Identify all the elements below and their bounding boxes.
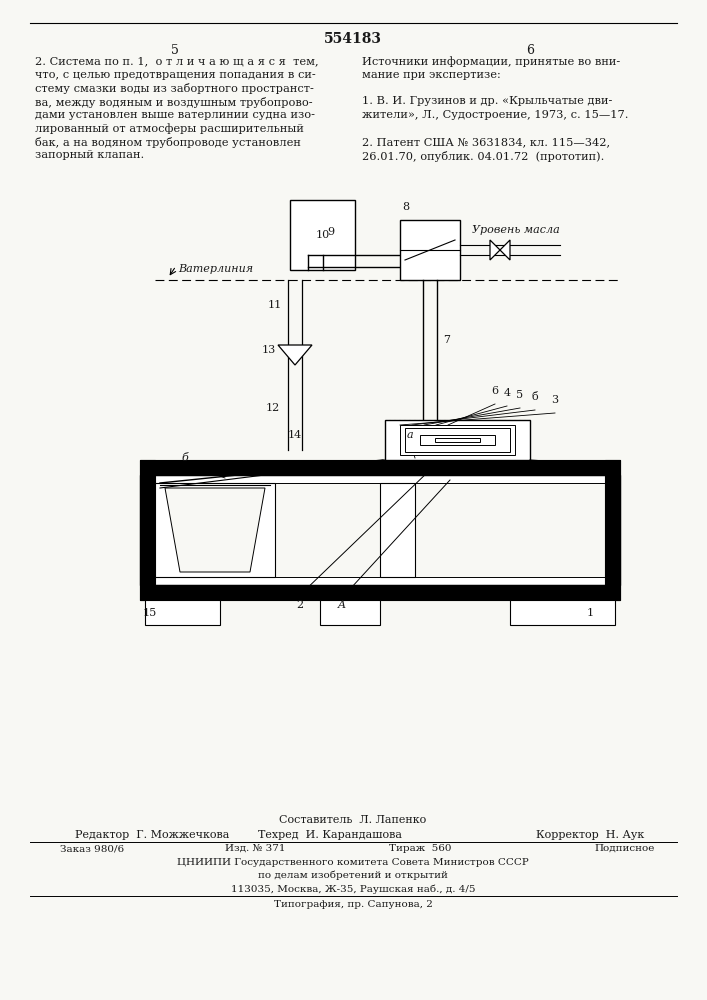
Bar	[320, 600, 380, 625]
Text: Составитель  Л. Лапенко: Составитель Л. Лапенко	[279, 815, 426, 825]
Text: Корректор  Н. Аук: Корректор Н. Аук	[536, 830, 644, 840]
Text: 5: 5	[516, 390, 524, 400]
Text: бак, а на водяном трубопроводе установлен: бак, а на водяном трубопроводе установле…	[35, 137, 301, 148]
Text: Изд. № 371: Изд. № 371	[225, 844, 285, 853]
Text: 12: 12	[266, 403, 280, 413]
Bar	[155, 483, 605, 577]
Text: 5: 5	[171, 44, 179, 57]
Text: Подписное: Подписное	[595, 844, 655, 853]
Text: 7: 7	[443, 335, 450, 345]
Bar	[510, 600, 615, 625]
Text: б: б	[182, 453, 188, 463]
Bar	[400, 425, 515, 455]
Text: Техред  И. Карандашова: Техред И. Карандашова	[258, 830, 402, 840]
Bar	[435, 438, 480, 442]
Text: Источники информации, принятые во вни-: Источники информации, принятые во вни-	[362, 56, 620, 67]
Text: 3: 3	[551, 395, 559, 405]
Text: Редактор  Г. Можжечкова: Редактор Г. Можжечкова	[75, 830, 229, 840]
Text: мание при экспертизе:: мание при экспертизе:	[362, 70, 501, 80]
Text: жители», Л., Судостроение, 1973, с. 15—17.: жители», Л., Судостроение, 1973, с. 15—1…	[362, 110, 629, 120]
Text: 15: 15	[143, 608, 157, 618]
Text: ва, между водяным и воздушным трубопрово-: ва, между водяным и воздушным трубопрово…	[35, 97, 312, 107]
Bar	[380, 483, 415, 577]
Text: стему смазки воды из забортного пространст-: стему смазки воды из забортного простран…	[35, 83, 314, 94]
Text: 6: 6	[491, 386, 498, 396]
Text: Заказ 980/6: Заказ 980/6	[60, 844, 124, 853]
Bar	[155, 483, 275, 577]
Bar	[140, 585, 620, 600]
Bar	[140, 460, 620, 475]
Text: 1: 1	[586, 608, 594, 618]
Text: 13: 13	[262, 345, 276, 355]
Text: a: a	[407, 430, 414, 440]
Text: 8: 8	[402, 202, 409, 212]
Text: 9: 9	[327, 227, 334, 237]
Text: 4: 4	[503, 388, 510, 398]
Bar	[405, 428, 510, 452]
Bar	[140, 460, 155, 600]
Polygon shape	[278, 345, 312, 365]
Text: 6: 6	[526, 44, 534, 57]
Text: Типография, пр. Сапунова, 2: Типография, пр. Сапунова, 2	[274, 900, 433, 909]
Text: 2. Система по п. 1,  о т л и ч а ю щ а я с я  тем,: 2. Система по п. 1, о т л и ч а ю щ а я …	[35, 56, 319, 66]
Text: дами установлен выше ватерлинии судна изо-: дами установлен выше ватерлинии судна из…	[35, 110, 315, 120]
Text: 10: 10	[315, 230, 329, 240]
Bar	[400, 220, 460, 280]
Text: 2: 2	[296, 600, 303, 610]
Text: 26.01.70, опублик. 04.01.72  (прототип).: 26.01.70, опублик. 04.01.72 (прототип).	[362, 150, 604, 161]
Text: лированный от атмосферы расширительный: лированный от атмосферы расширительный	[35, 123, 304, 134]
Bar	[420, 435, 495, 445]
Bar	[290, 200, 355, 270]
Text: по делам изобретений и открытий: по делам изобретений и открытий	[258, 871, 448, 880]
Bar	[605, 460, 620, 600]
Text: 554183: 554183	[324, 32, 382, 46]
Bar	[140, 475, 620, 585]
Text: ЦНИИПИ Государственного комитета Совета Министров СССР: ЦНИИПИ Государственного комитета Совета …	[177, 858, 529, 867]
Text: Уровень масла: Уровень масла	[472, 225, 560, 235]
Text: б: б	[532, 392, 538, 402]
Bar	[385, 420, 530, 460]
Text: Ватерлиния: Ватерлиния	[178, 264, 253, 274]
Bar	[145, 600, 220, 625]
Text: 113035, Москва, Ж-35, Раушская наб., д. 4/5: 113035, Москва, Ж-35, Раушская наб., д. …	[230, 884, 475, 894]
Text: 2. Патент США № 3631834, кл. 115—342,: 2. Патент США № 3631834, кл. 115—342,	[362, 137, 610, 147]
Text: 14: 14	[288, 430, 302, 440]
Polygon shape	[490, 240, 510, 260]
Text: запорный клапан.: запорный клапан.	[35, 150, 144, 160]
Text: A: A	[338, 600, 346, 610]
Text: 1. В. И. Грузинов и др. «Крыльчатые дви-: 1. В. И. Грузинов и др. «Крыльчатые дви-	[362, 97, 612, 106]
Text: что, с целью предотвращения попадания в си-: что, с целью предотвращения попадания в …	[35, 70, 316, 80]
Text: Тираж  560: Тираж 560	[389, 844, 451, 853]
Polygon shape	[165, 488, 265, 572]
Text: 11: 11	[268, 300, 282, 310]
